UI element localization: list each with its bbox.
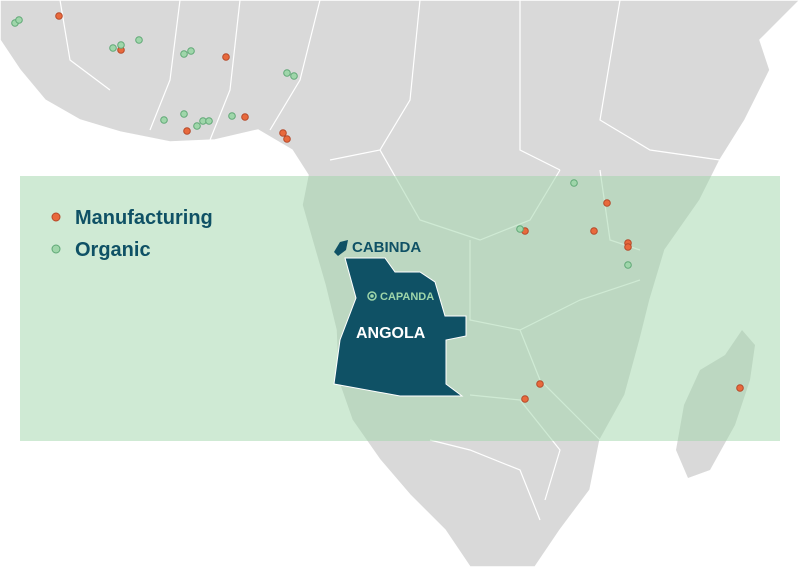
legend-label: Organic <box>75 239 151 261</box>
capanda-marker <box>367 291 377 301</box>
site-dot <box>736 384 744 392</box>
site-dot <box>228 112 236 120</box>
capanda-label: CAPANDA <box>380 291 434 303</box>
angola-label: ANGOLA <box>356 325 426 342</box>
site-dot <box>117 41 125 49</box>
site-dot <box>183 127 191 135</box>
site-dot <box>180 50 188 58</box>
site-dot <box>15 16 23 24</box>
site-markers <box>11 12 744 403</box>
site-dot <box>205 117 213 125</box>
site-dot <box>590 227 598 235</box>
site-dot <box>187 47 195 55</box>
site-dot <box>222 53 230 61</box>
legend-swatch <box>51 212 61 222</box>
site-dot <box>624 243 632 251</box>
site-dot <box>135 36 143 44</box>
site-dot <box>283 135 291 143</box>
site-dot <box>290 72 298 80</box>
site-dot <box>109 44 117 52</box>
site-dot <box>624 261 632 269</box>
site-dot <box>55 12 63 20</box>
site-dot <box>193 122 201 130</box>
cabinda <box>334 240 348 256</box>
capanda-marker <box>370 294 374 298</box>
angola <box>333 257 467 397</box>
legend-label: Manufacturing <box>75 207 213 229</box>
site-dot <box>160 116 168 124</box>
legend: Manufacturing Organic <box>51 207 213 261</box>
site-dot <box>279 129 287 137</box>
site-dot <box>516 225 524 233</box>
site-dot <box>521 395 529 403</box>
cabinda-label: CABINDA <box>352 239 421 256</box>
site-dot <box>283 69 291 77</box>
legend-swatch <box>51 244 61 254</box>
site-dot <box>536 380 544 388</box>
site-dot <box>180 110 188 118</box>
site-dot <box>241 113 249 121</box>
site-dot <box>570 179 578 187</box>
site-dot <box>603 199 611 207</box>
